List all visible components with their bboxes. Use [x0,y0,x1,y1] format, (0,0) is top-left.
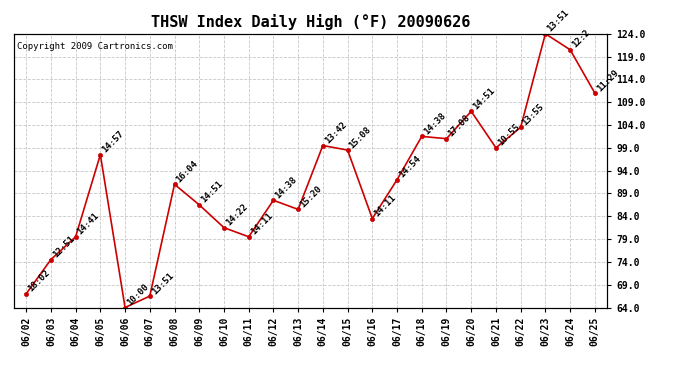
Text: 11:29: 11:29 [595,68,620,93]
Text: 13:51: 13:51 [545,8,571,34]
Text: 10:55: 10:55 [496,123,522,148]
Text: 16:04: 16:04 [175,159,200,184]
Text: 14:11: 14:11 [373,193,397,219]
Title: THSW Index Daily High (°F) 20090626: THSW Index Daily High (°F) 20090626 [151,14,470,30]
Text: 14:57: 14:57 [100,129,126,154]
Text: 14:51: 14:51 [199,180,225,205]
Text: 14:11: 14:11 [248,211,274,237]
Text: 13:51: 13:51 [150,271,175,296]
Text: Copyright 2009 Cartronics.com: Copyright 2009 Cartronics.com [17,42,172,51]
Text: 14:41: 14:41 [76,211,101,237]
Text: 14:38: 14:38 [273,175,299,200]
Text: 14:22: 14:22 [224,202,249,228]
Text: 12:51: 12:51 [51,234,77,260]
Text: 14:54: 14:54 [397,154,422,180]
Text: 13:55: 13:55 [521,102,546,127]
Text: 10:00: 10:00 [125,282,150,308]
Text: 17:08: 17:08 [446,113,472,139]
Text: 14:51: 14:51 [471,86,497,111]
Text: 12:2: 12:2 [570,28,592,50]
Text: 13:42: 13:42 [323,120,348,146]
Text: 14:38: 14:38 [422,111,447,136]
Text: 15:20: 15:20 [298,184,324,209]
Text: 15:08: 15:08 [348,125,373,150]
Text: 18:02: 18:02 [26,268,52,294]
